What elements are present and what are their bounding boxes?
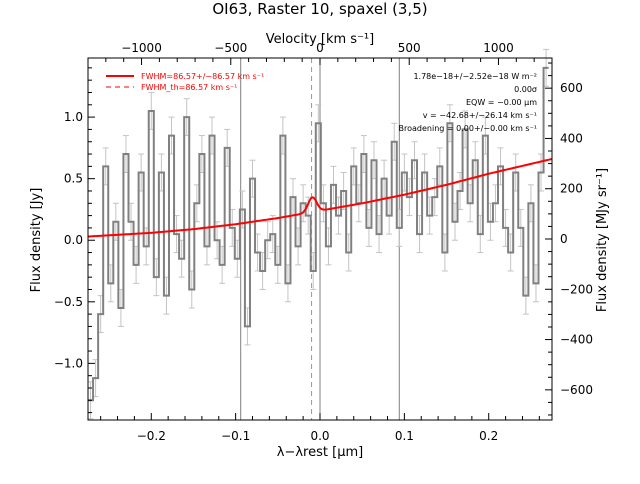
y-tick-label: −1.0 [54, 356, 83, 370]
x-tick-label: 0.2 [479, 429, 498, 443]
fit-series [87, 157, 553, 238]
x-tick-label: −0.1 [221, 429, 250, 443]
x-tick-label: 0.1 [395, 429, 414, 443]
y-right-tick-label: −400 [560, 333, 593, 347]
y-right-tick-label: 200 [560, 182, 583, 196]
top-tick-label: 0 [316, 41, 324, 55]
y-right-tick-label: −200 [560, 282, 593, 296]
ticks: −0.2 −0.1 0.0 0.1 0.2 −1.0 −0.5 0.0 0.5 1.0 −600 −4… [54, 41, 593, 443]
y-tick-label: 0.5 [64, 172, 83, 186]
y-tick-label: 0.0 [64, 233, 83, 247]
top-tick-label: −1000 [121, 41, 162, 55]
x-tick-label: −0.2 [137, 429, 166, 443]
annotation-broadening: Broadening = 0.00+/−0.00 km s⁻¹ [399, 124, 537, 133]
y-right-tick-label: −600 [560, 383, 593, 397]
y-axis-label-right: Flux density [MJy sr⁻¹] [595, 168, 610, 312]
data-series [88, 66, 549, 402]
annotation-velocity: v = −42.68+/−26.14 km s⁻¹ [423, 111, 537, 120]
annotation-flux: 1.78e−18+/−2.52e−18 W m⁻² [413, 72, 537, 81]
x-tick-label: 0.0 [310, 429, 329, 443]
x-axis-label: λ−λrest [μm] [277, 445, 363, 460]
y-right-tick-label: 600 [560, 81, 583, 95]
legend-item-fwhm-th: FWHM_th=86.57 km s⁻¹ [141, 83, 237, 92]
top-tick-label: 1000 [483, 41, 514, 55]
y-axis-label-left: Flux density [Jy] [29, 188, 44, 293]
y-right-tick-label: 400 [560, 131, 583, 145]
fit-line [87, 157, 553, 238]
y-tick-label: 1.0 [64, 110, 83, 124]
annotation-eqw: EQW = −0.00 μm [466, 98, 537, 107]
legend: FWHM=86.57+/−86.57 km s⁻¹ FWHM_th=86.57 … [106, 72, 264, 92]
top-tick-label: −500 [214, 41, 247, 55]
top-tick-label: 500 [398, 41, 421, 55]
top-axis-label: Velocity [km s⁻¹] [266, 32, 374, 47]
y-tick-label: −0.5 [54, 295, 83, 309]
fit-annotations: 1.78e−18+/−2.52e−18 W m⁻² 0.00σ EQW = −0… [399, 72, 538, 133]
y-right-tick-label: 0 [560, 232, 568, 246]
legend-item-fwhm: FWHM=86.57+/−86.57 km s⁻¹ [141, 72, 264, 81]
data-step-line [88, 66, 549, 402]
chart-title: OI63, Raster 10, spaxel (3,5) [212, 0, 427, 18]
annotation-sigma: 0.00σ [514, 85, 537, 94]
